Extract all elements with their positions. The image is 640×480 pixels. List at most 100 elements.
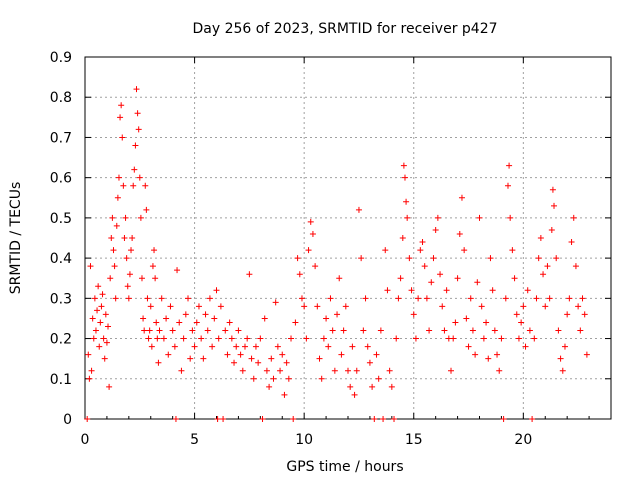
data-point bbox=[535, 255, 542, 262]
data-point bbox=[345, 367, 351, 374]
data-point bbox=[156, 327, 163, 334]
y-axis-label: SRMTID / TECUs bbox=[8, 182, 24, 295]
data-point bbox=[305, 247, 312, 254]
data-point bbox=[570, 214, 577, 221]
data-point bbox=[220, 416, 227, 422]
data-point bbox=[149, 263, 156, 270]
data-point bbox=[575, 303, 582, 310]
data-point bbox=[465, 343, 472, 350]
data-point bbox=[551, 202, 558, 209]
data-point bbox=[320, 335, 327, 342]
data-point bbox=[500, 416, 507, 422]
data-point bbox=[169, 327, 176, 334]
data-point bbox=[561, 343, 568, 350]
data-point bbox=[138, 275, 145, 282]
y-tick-label: 0.3 bbox=[50, 291, 72, 307]
data-point bbox=[129, 235, 136, 241]
data-point bbox=[115, 174, 122, 181]
data-point bbox=[141, 327, 148, 334]
data-point bbox=[456, 230, 463, 237]
data-point bbox=[513, 311, 520, 318]
data-point bbox=[443, 287, 450, 294]
data-point bbox=[191, 343, 198, 350]
data-point bbox=[130, 182, 137, 189]
data-point bbox=[524, 287, 531, 294]
data-point bbox=[239, 367, 246, 374]
data-point bbox=[298, 295, 305, 302]
data-point bbox=[537, 235, 544, 241]
data-point bbox=[172, 416, 179, 422]
data-point bbox=[94, 307, 101, 314]
data-point bbox=[498, 335, 505, 342]
data-point bbox=[88, 367, 95, 374]
data-point bbox=[165, 351, 172, 358]
y-tick-label: 0.6 bbox=[50, 171, 72, 187]
data-point bbox=[85, 351, 92, 358]
data-point bbox=[489, 287, 496, 294]
data-point bbox=[380, 416, 387, 422]
data-point bbox=[515, 335, 522, 342]
data-point bbox=[549, 186, 556, 193]
data-point bbox=[193, 319, 200, 326]
data-point bbox=[263, 367, 270, 374]
data-point bbox=[349, 343, 356, 350]
data-point bbox=[360, 327, 367, 334]
data-point bbox=[404, 214, 411, 221]
data-point bbox=[119, 134, 126, 141]
data-point bbox=[439, 303, 446, 310]
data-point bbox=[426, 327, 433, 334]
y-tick-label: 0.2 bbox=[50, 332, 72, 348]
data-point bbox=[246, 271, 253, 278]
x-tick-label: 15 bbox=[405, 432, 423, 448]
data-point bbox=[285, 375, 292, 382]
data-point bbox=[98, 303, 105, 310]
data-point bbox=[546, 295, 553, 302]
data-point bbox=[544, 263, 551, 270]
data-point bbox=[441, 327, 448, 334]
data-point bbox=[135, 126, 142, 133]
data-point bbox=[384, 287, 391, 294]
data-point bbox=[132, 142, 139, 149]
data-point bbox=[566, 295, 573, 302]
data-point bbox=[296, 271, 303, 278]
data-point bbox=[432, 226, 439, 233]
data-point bbox=[117, 114, 124, 121]
data-point bbox=[160, 335, 167, 342]
data-point bbox=[279, 351, 286, 358]
data-point bbox=[303, 335, 310, 342]
data-point bbox=[90, 335, 97, 342]
data-point bbox=[342, 303, 349, 310]
data-point bbox=[494, 351, 501, 358]
data-point bbox=[235, 327, 242, 334]
data-point bbox=[401, 174, 408, 181]
data-point bbox=[222, 327, 229, 334]
data-point bbox=[397, 275, 404, 282]
data-point bbox=[579, 295, 586, 302]
data-point bbox=[84, 416, 91, 422]
data-point bbox=[133, 86, 140, 93]
y-tick-label: 0.5 bbox=[50, 211, 72, 227]
data-point bbox=[461, 247, 468, 254]
data-point bbox=[522, 343, 529, 350]
data-point bbox=[340, 327, 347, 334]
data-point bbox=[292, 319, 299, 326]
data-point bbox=[137, 214, 144, 221]
data-point bbox=[155, 359, 162, 366]
data-point bbox=[318, 375, 325, 382]
data-point bbox=[228, 335, 235, 342]
data-point bbox=[386, 367, 393, 374]
data-point bbox=[259, 416, 266, 422]
y-tick-label: 0 bbox=[63, 412, 72, 428]
data-point bbox=[487, 255, 494, 262]
data-point bbox=[106, 383, 113, 390]
data-point bbox=[353, 367, 360, 374]
data-point bbox=[89, 315, 96, 322]
data-point bbox=[113, 222, 120, 229]
data-point bbox=[568, 239, 575, 246]
data-point bbox=[272, 299, 279, 306]
data-point bbox=[450, 335, 457, 342]
data-point bbox=[518, 319, 525, 326]
data-point bbox=[97, 319, 104, 326]
data-point bbox=[362, 295, 369, 302]
